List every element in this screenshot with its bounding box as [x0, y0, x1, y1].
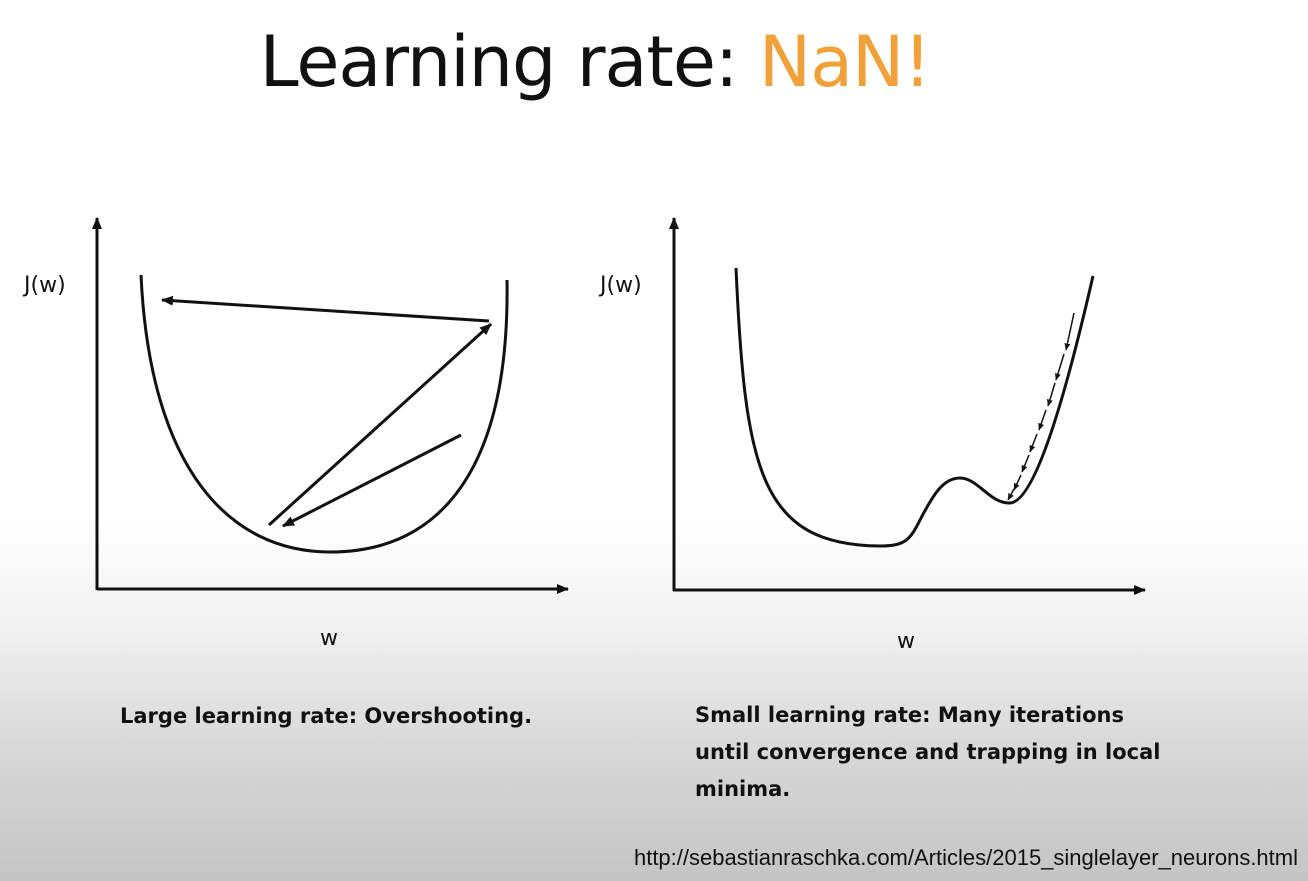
left-cost-curve: [139, 274, 509, 554]
small-step-arrow: [1007, 488, 1015, 501]
title-accent: NaN!: [758, 21, 932, 103]
right-y-axis-label: J(w): [598, 273, 642, 298]
small-step-arrows: [1007, 312, 1075, 501]
small-step-arrow: [1064, 312, 1075, 351]
small-step-arrow: [1047, 382, 1056, 407]
slide-title: Learning rate: NaN!: [0, 12, 1190, 112]
small-step-arrow: [1055, 353, 1065, 381]
right-diagram: J(w) w: [598, 217, 1146, 654]
left-x-axis-label: w: [320, 626, 338, 651]
small-step-arrow: [1038, 409, 1047, 431]
small-step-arrow: [1013, 474, 1022, 491]
left-caption: Large learning rate: Overshooting.: [120, 704, 533, 728]
small-step-arrow: [1029, 433, 1038, 453]
overshoot-arrow-1: [282, 433, 462, 528]
overshoot-arrow-3: [161, 295, 490, 323]
source-url: http://sebastianraschka.com/Articles/201…: [633, 845, 1298, 870]
left-diagram: J(w) w: [22, 217, 569, 651]
overshoot-arrow-2: [267, 322, 493, 527]
right-x-axis-label: w: [897, 629, 915, 654]
right-cost-curve: [734, 267, 1095, 548]
left-y-axis-label: J(w): [22, 273, 66, 298]
title-prefix: Learning rate:: [259, 21, 759, 103]
small-step-arrow: [1021, 454, 1030, 473]
right-caption: Small learning rate: Many iterations unt…: [695, 703, 1161, 801]
